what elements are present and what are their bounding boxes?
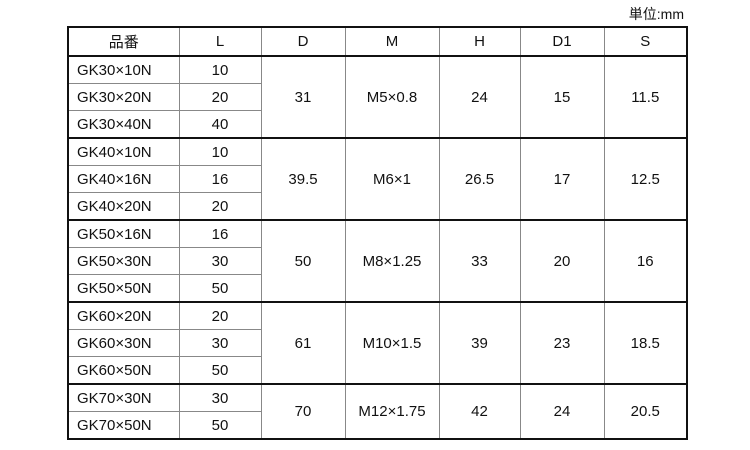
cell-h: 26.5 (438, 137, 521, 221)
header-m: M (344, 26, 440, 57)
cell-s: 16 (603, 219, 688, 303)
table-row: GK50×16N 16 50 M8×1.25 33 20 16 (67, 219, 688, 303)
cell-part-number: GK30×40N (67, 110, 180, 139)
cell-h: 24 (438, 55, 521, 139)
cell-d1: 20 (519, 219, 605, 303)
table-row: GK60×30N 30 (67, 329, 687, 357)
cell-s: 11.5 (603, 55, 688, 139)
table-row: GK30×20N 20 (67, 83, 687, 111)
table-row: GK30×40N 40 (67, 110, 687, 139)
cell-s: 12.5 (603, 137, 688, 221)
table-row: GK70×30N 30 70 M12×1.75 42 24 20.5 (67, 383, 688, 440)
header-s: S (603, 26, 688, 57)
cell-h: 42 (438, 383, 521, 440)
cell-l: 10 (178, 55, 262, 84)
cell-l: 30 (178, 383, 262, 412)
cell-l: 30 (178, 247, 262, 275)
cell-d: 61 (260, 301, 346, 385)
cell-m: M5×0.8 (344, 55, 440, 139)
header-d1: D1 (519, 26, 605, 57)
cell-part-number: GK60×20N (67, 301, 180, 330)
cell-l: 50 (178, 356, 262, 385)
cell-part-number: GK50×30N (67, 247, 180, 275)
table-row: GK40×16N 16 (67, 165, 687, 193)
cell-d1: 17 (519, 137, 605, 221)
cell-part-number: GK30×10N (67, 55, 180, 84)
cell-l: 16 (178, 219, 262, 248)
header-row: 品番 L D M H D1 S (67, 26, 688, 57)
table-row: GK50×30N 30 (67, 247, 687, 275)
header-l: L (178, 26, 262, 57)
table-row: GK60×20N 20 61 M10×1.5 39 23 18.5 (67, 301, 688, 385)
cell-d: 39.5 (260, 137, 346, 221)
cell-l: 10 (178, 137, 262, 166)
cell-d: 50 (260, 219, 346, 303)
table-row: GK40×20N 20 (67, 192, 687, 221)
cell-d: 70 (260, 383, 346, 440)
cell-l: 50 (178, 274, 262, 303)
cell-part-number: GK50×50N (67, 274, 180, 303)
cell-h: 39 (438, 301, 521, 385)
cell-m: M10×1.5 (344, 301, 440, 385)
cell-part-number: GK60×30N (67, 329, 180, 357)
cell-part-number: GK40×16N (67, 165, 180, 193)
header-part-number: 品番 (67, 26, 180, 57)
cell-d: 31 (260, 55, 346, 139)
cell-l: 20 (178, 301, 262, 330)
cell-part-number: GK70×30N (67, 383, 180, 412)
table-row: GK60×50N 50 (67, 356, 687, 385)
spec-table: 品番 L D M H D1 S GK30×10N 10 31 M5×0.8 24 15 11.5 GK30… (67, 26, 688, 440)
cell-l: 20 (178, 83, 262, 111)
cell-l: 30 (178, 329, 262, 357)
table-row: GK50×50N 50 (67, 274, 687, 303)
cell-d1: 15 (519, 55, 605, 139)
table-row: GK30×10N 10 31 M5×0.8 24 15 11.5 (67, 55, 688, 139)
cell-l: 50 (178, 411, 262, 440)
cell-s: 18.5 (603, 301, 688, 385)
header-h: H (438, 26, 521, 57)
cell-part-number: GK50×16N (67, 219, 180, 248)
cell-part-number: GK40×10N (67, 137, 180, 166)
cell-l: 40 (178, 110, 262, 139)
cell-d1: 24 (519, 383, 605, 440)
cell-m: M12×1.75 (344, 383, 440, 440)
cell-part-number: GK60×50N (67, 356, 180, 385)
cell-part-number: GK30×20N (67, 83, 180, 111)
unit-label: 単位:mm (628, 6, 684, 22)
cell-s: 20.5 (603, 383, 688, 440)
cell-part-number: GK70×50N (67, 411, 180, 440)
cell-l: 16 (178, 165, 262, 193)
cell-m: M6×1 (344, 137, 440, 221)
header-d: D (260, 26, 346, 57)
cell-h: 33 (438, 219, 521, 303)
cell-part-number: GK40×20N (67, 192, 180, 221)
cell-d1: 23 (519, 301, 605, 385)
cell-m: M8×1.25 (344, 219, 440, 303)
cell-l: 20 (178, 192, 262, 221)
table-row: GK40×10N 10 39.5 M6×1 26.5 17 12.5 (67, 137, 688, 221)
table-row: GK70×50N 50 (67, 411, 687, 440)
